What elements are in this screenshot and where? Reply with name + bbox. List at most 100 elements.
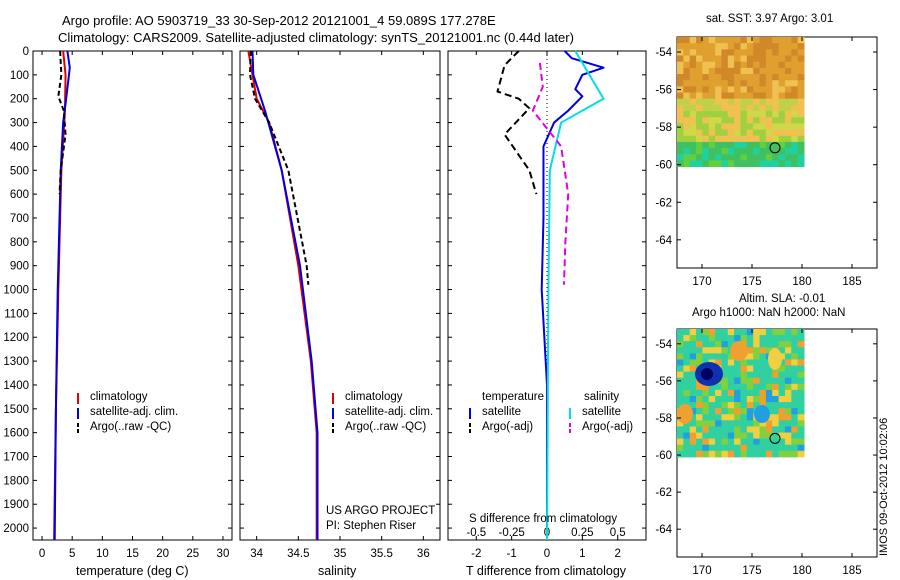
map-cell	[740, 117, 748, 124]
map-cell	[784, 395, 792, 403]
legend-satellite: satellite-adj. clim.	[90, 406, 179, 418]
map-cell	[772, 43, 780, 50]
map-cell	[708, 329, 716, 336]
map-cell	[759, 86, 767, 94]
map-cell	[759, 371, 767, 379]
map-cell	[746, 389, 754, 397]
map-cell	[689, 135, 697, 143]
map-cell	[759, 365, 767, 373]
map-cell	[689, 347, 697, 354]
map-cell	[746, 432, 754, 440]
map-cell	[702, 49, 710, 57]
map-cell	[734, 148, 741, 155]
map-cell	[721, 104, 729, 112]
map-cell	[791, 74, 799, 81]
map-cell	[791, 148, 799, 155]
map-cell	[784, 154, 792, 161]
map-cell	[689, 371, 697, 379]
x-tick-label: 2	[615, 548, 621, 560]
map-cell	[753, 450, 761, 458]
map-cell	[708, 55, 716, 63]
map-cell	[689, 61, 697, 69]
map-cell	[721, 154, 729, 161]
map-cell	[683, 92, 691, 100]
map-cell	[765, 111, 773, 118]
map-cell	[683, 353, 691, 360]
map-cell	[721, 383, 729, 391]
map-cell	[708, 111, 716, 118]
map-cell	[683, 154, 691, 161]
map-cell	[740, 98, 748, 106]
map-cell	[677, 67, 684, 75]
map-cell	[772, 341, 780, 348]
map-cell	[696, 353, 703, 360]
map-cell	[740, 444, 748, 452]
map-cell	[677, 353, 684, 360]
map-cell	[753, 383, 761, 391]
map-cell	[797, 104, 805, 112]
map-cell	[702, 148, 710, 155]
map-cell	[727, 414, 735, 421]
map-cell	[791, 129, 799, 137]
map-cell	[683, 37, 691, 44]
map-cell	[797, 335, 805, 342]
map-cell	[721, 420, 729, 427]
map-cell	[746, 365, 754, 373]
map-cell	[740, 335, 748, 342]
map-color-field	[677, 329, 805, 458]
map-cell	[683, 438, 691, 446]
map-cell	[778, 444, 786, 452]
map-anomaly	[677, 404, 693, 424]
map-cell	[791, 55, 799, 63]
map-cell	[689, 438, 697, 446]
map-cell	[765, 160, 773, 168]
map-cell	[765, 395, 773, 403]
map-cell	[784, 414, 792, 421]
map-cell	[696, 111, 703, 118]
map-cell	[772, 450, 780, 458]
map-cell	[753, 341, 761, 348]
map-cell	[791, 123, 799, 131]
map-cell	[696, 55, 703, 63]
map-cell	[702, 55, 710, 63]
map-cell	[753, 117, 761, 124]
map-cell	[702, 438, 710, 446]
map-cell	[734, 414, 741, 421]
map-cell	[765, 49, 773, 57]
map-cell	[746, 347, 754, 354]
map-cell	[778, 329, 786, 336]
legend-t-argo: Argo(-adj)	[482, 421, 534, 433]
map-cell	[797, 49, 805, 57]
map-cell	[721, 98, 729, 106]
map-cell	[765, 154, 773, 161]
map-cell	[683, 141, 691, 149]
map-cell	[702, 67, 710, 75]
map-cell	[778, 432, 786, 440]
map-cell	[791, 98, 799, 106]
map-cell	[772, 98, 780, 106]
map-cell	[772, 148, 780, 155]
map-cell	[696, 80, 703, 87]
map-cell	[759, 141, 767, 149]
map-cell	[689, 329, 697, 336]
map-cell	[734, 438, 741, 446]
map-cell	[740, 86, 748, 94]
map-cell	[746, 335, 754, 342]
map-color-field	[677, 37, 805, 168]
map-cell	[740, 80, 748, 87]
map-cell	[784, 359, 792, 367]
map-cell	[715, 123, 722, 131]
map-cell	[683, 80, 691, 87]
map-cell	[721, 80, 729, 87]
map-cell	[702, 335, 710, 342]
map-cell	[715, 86, 722, 94]
map-cell	[702, 154, 710, 161]
map-cell	[753, 37, 761, 44]
map-cell	[702, 74, 710, 81]
map-cell	[791, 347, 799, 354]
map-cell	[677, 141, 684, 149]
map-anomaly	[754, 405, 770, 423]
map-cell	[740, 371, 748, 379]
map-cell	[797, 371, 805, 379]
map-cell	[772, 86, 780, 94]
